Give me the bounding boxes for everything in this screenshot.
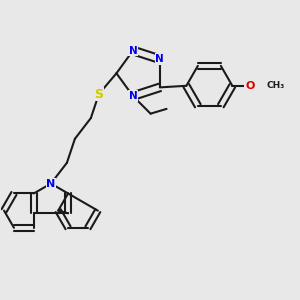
Text: O: O (245, 81, 255, 91)
Text: N: N (129, 91, 137, 101)
Text: N: N (129, 46, 137, 56)
Text: N: N (46, 178, 56, 189)
Text: S: S (94, 88, 103, 100)
Text: N: N (155, 54, 164, 64)
Text: CH₃: CH₃ (266, 81, 285, 90)
